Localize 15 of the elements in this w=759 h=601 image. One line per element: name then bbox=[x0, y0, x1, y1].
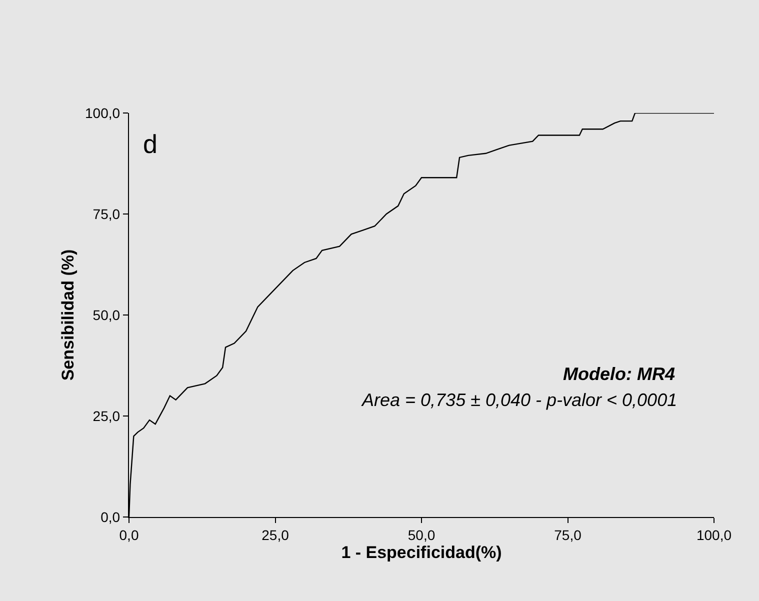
y-tick-label: 25,0 bbox=[92, 408, 120, 424]
x-tick-label: 75,0 bbox=[554, 526, 582, 543]
annotation: Modelo: MR4 bbox=[563, 364, 675, 384]
y-tick-label: 0,0 bbox=[100, 508, 120, 525]
x-tick-label: 100,0 bbox=[696, 526, 732, 543]
x-tick-label: 25,0 bbox=[262, 526, 290, 543]
x-tick-label: 50,0 bbox=[408, 526, 436, 543]
y-tick-label: 50,0 bbox=[92, 306, 120, 323]
y-tick-label: 75,0 bbox=[92, 206, 120, 222]
x-axis-title: 1 - Especificidad(%) bbox=[341, 542, 502, 562]
x-tick-label: 0,0 bbox=[119, 526, 139, 543]
annotation: Area = 0,735 ± 0,040 - p-valor < 0,0001 bbox=[361, 390, 678, 410]
y-axis-title: Sensibilidad (%) bbox=[58, 249, 78, 381]
annotation: d bbox=[143, 129, 158, 159]
y-tick-label: 100,0 bbox=[85, 104, 120, 121]
